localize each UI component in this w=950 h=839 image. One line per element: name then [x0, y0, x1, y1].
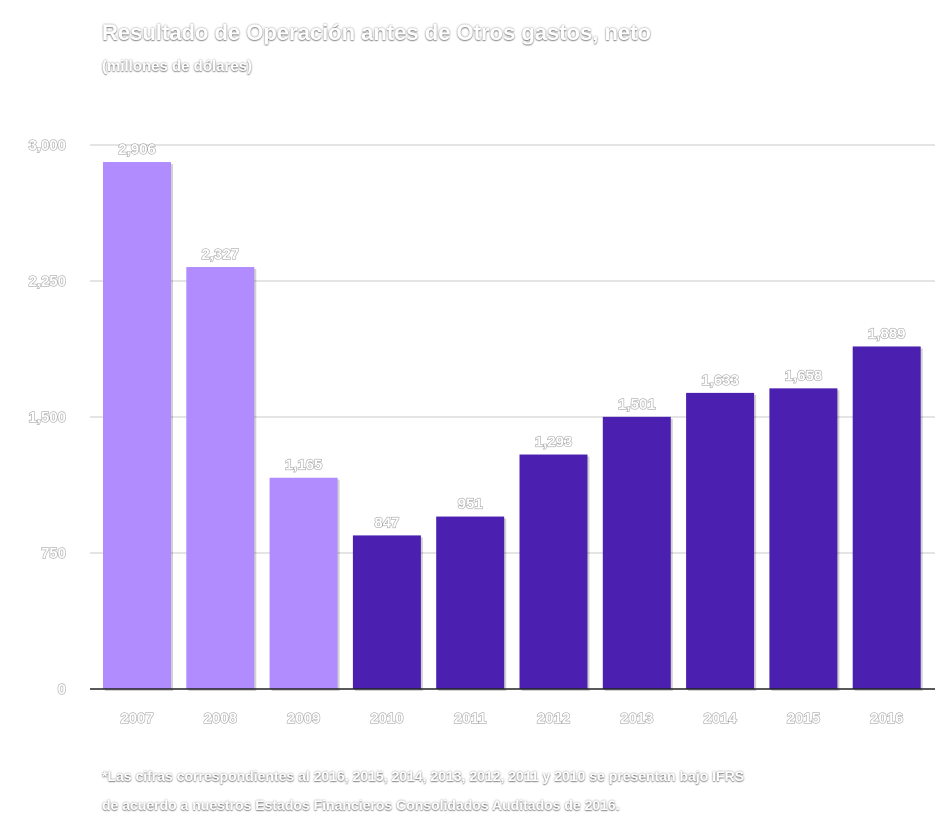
footnote-line-1: *Las cifras correspondientes al 2016, 20…: [102, 768, 745, 784]
chart-subtitle: (millones de dólares): [102, 58, 253, 75]
bar-value-label: 2,327: [202, 246, 240, 263]
bar: [269, 477, 338, 689]
bar-value-label: 1,633: [701, 372, 739, 389]
bar-value-label: 847: [374, 514, 399, 531]
y-tick-label: 3,000: [28, 137, 66, 154]
bar-value-label: 1,889: [868, 325, 906, 342]
x-tick-label: 2009: [287, 710, 320, 727]
y-tick-label: 2,250: [28, 273, 66, 290]
y-tick-label: 1,500: [28, 409, 66, 426]
bar: [769, 388, 838, 689]
bar-value-label: 2,906: [118, 141, 156, 158]
chart-title: Resultado de Operación antes de Otros ga…: [102, 20, 651, 45]
bar: [103, 162, 171, 689]
bar: [436, 516, 505, 689]
x-tick-label: 2010: [370, 710, 403, 727]
bar-value-label: 1,501: [618, 396, 656, 413]
bar-chart: 0 750 1,500 2,250 3,000 2,906 2007 2,327 2008 1,1…: [28, 136, 935, 728]
bar: [602, 416, 671, 689]
bar: [352, 535, 421, 689]
x-tick-label: 2012: [537, 710, 570, 727]
x-tick-label: 2007: [120, 710, 153, 727]
x-tick-label: 2014: [703, 710, 737, 727]
x-tick-label: 2013: [620, 710, 653, 727]
bar-value-label: 1,293: [535, 434, 573, 451]
footnote-line-2: de acuerdo a nuestros Estados Financiero…: [102, 797, 620, 813]
bar: [186, 267, 255, 689]
bar-value-label: 1,165: [285, 457, 323, 474]
y-tick-label: 750: [41, 545, 66, 562]
bar: [519, 454, 588, 689]
y-tick-label: 0: [58, 681, 66, 698]
bar: [686, 392, 755, 689]
bar: [852, 346, 921, 689]
x-tick-label: 2015: [787, 710, 820, 727]
bar-value-label: 1,658: [785, 367, 823, 384]
footnote: *Las cifras correspondientes al 2016, 20…: [102, 762, 937, 820]
x-tick-label: 2011: [454, 710, 487, 727]
x-tick-label: 2008: [204, 710, 237, 727]
bar-value-label: 951: [458, 496, 483, 513]
x-tick-label: 2016: [870, 710, 903, 727]
